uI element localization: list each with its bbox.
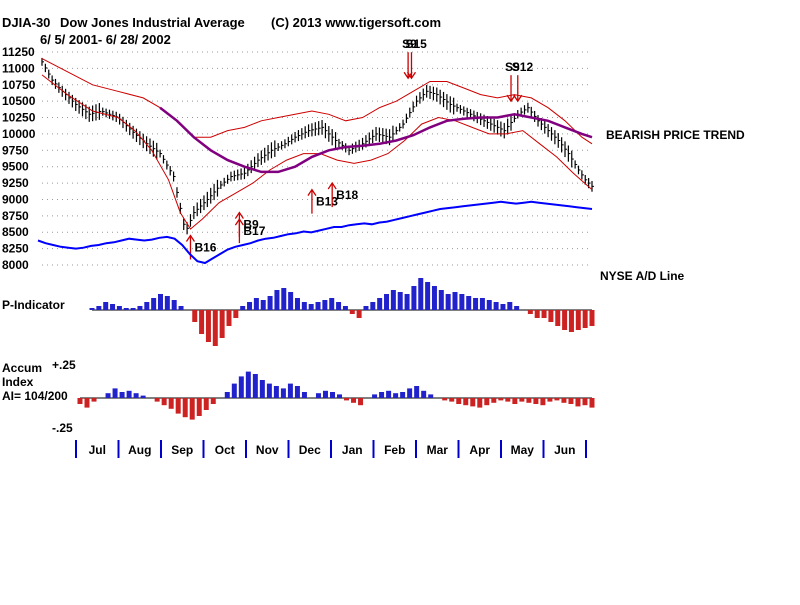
price-tick-label: 9000 [2,192,29,206]
buy-signal-label: B13 [316,195,338,209]
price-tick-label: 8250 [2,242,29,256]
buy-signal-label: B18 [336,188,358,202]
month-label: Dec [299,443,321,457]
moving-average-line [159,106,593,174]
price-tick-label: 9500 [2,160,29,174]
price-tick-label: 11000 [2,61,35,75]
month-label: Apr [469,443,490,457]
accum-label-1: Accum [2,361,42,375]
buy-signal-label: B17 [243,224,265,238]
price-tick-label: 8000 [2,258,29,272]
price-tick-label: 9750 [2,143,29,157]
header-symbol: DJIA-30 [2,15,50,30]
price-tick-label: 10750 [2,78,36,92]
month-label: May [511,443,535,457]
price-tick-label: 9250 [2,176,29,190]
accum-label-3: AI= 104/200 [2,389,68,403]
header-date-range: 6/ 5/ 2001- 6/ 28/ 2002 [40,32,171,47]
price-tick-label: 8750 [2,209,29,223]
month-label: Mar [427,443,449,457]
header-name: Dow Jones Industrial Average [60,15,245,30]
accum-label-2: Index [2,375,34,389]
sell-signal-label: S12 [512,60,534,74]
price-tick-label: 8500 [2,225,29,239]
month-label: Nov [256,443,279,457]
ad-line-panel [37,200,593,265]
sell-signal-arrowhead [513,94,523,103]
buy-signal-label: B16 [194,241,216,255]
sell-signal-label: S9 [402,37,417,51]
sell-signal-arrowhead [403,71,413,80]
buy-signal-arrowhead [185,234,196,242]
buy-signal-label: B9 [243,218,259,232]
month-label: Oct [215,443,235,457]
month-label: Sep [171,443,193,457]
month-label: Jan [342,443,363,457]
accum-index-panel [77,371,595,420]
p-indicator-panel [89,278,595,346]
buy-signal-arrowhead [234,217,244,226]
buy-signal-arrowhead [234,211,244,219]
ad-line [37,200,593,265]
price-tick-label: 10250 [2,111,36,125]
accum-bottom-label: -.25 [52,421,73,435]
sell-signal-label: S9 [505,60,520,74]
price-axis: 11250 11000 10750 10500 10250 10000 9750 9500 92… [2,45,36,272]
month-label: Feb [384,443,405,457]
sell-signal-arrowhead [406,71,417,80]
price-tick-label: 10500 [2,94,36,108]
sell-signal-arrowhead [506,94,516,103]
header-copyright: (C) 2013 www.tigersoft.com [271,15,441,30]
month-label: Aug [128,443,151,457]
price-tick-label: 11250 [2,45,35,59]
month-label: Jun [554,443,575,457]
month-axis: Jul Aug Sep Oct Nov Dec Jan Feb Mar Apr May Jun [75,440,587,458]
nyse-ad-label: NYSE A/D Line [600,269,685,283]
accum-top-label: +.25 [52,358,76,372]
header-title: DJIA-30 Dow Jones Industrial Average [2,15,245,30]
buy-signal-arrowhead [327,181,337,190]
price-tick-label: 10000 [2,127,36,141]
bearish-trend-label: BEARISH PRICE TREND [606,128,745,142]
sell-signal-label: S15 [405,37,427,51]
buy-signal-arrowhead [307,188,317,196]
month-label: Jul [89,443,106,457]
grid-layer [42,51,592,266]
p-indicator-label: P-Indicator [2,298,65,312]
